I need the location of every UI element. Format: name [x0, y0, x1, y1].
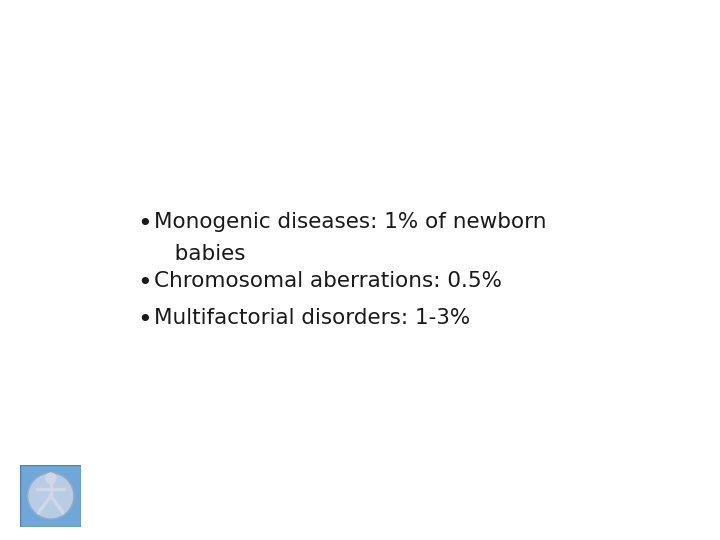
FancyBboxPatch shape [20, 465, 81, 526]
Text: Monogenic diseases: 1% of newborn: Monogenic diseases: 1% of newborn [154, 212, 546, 232]
Text: •: • [138, 212, 152, 237]
Circle shape [27, 473, 74, 519]
Text: Chromosomal aberrations: 0.5%: Chromosomal aberrations: 0.5% [154, 271, 502, 291]
Text: •: • [138, 271, 152, 295]
Circle shape [45, 473, 56, 484]
Text: •: • [138, 308, 152, 332]
Text: babies: babies [154, 244, 246, 264]
Text: Multifactorial disorders: 1-3%: Multifactorial disorders: 1-3% [154, 308, 470, 328]
